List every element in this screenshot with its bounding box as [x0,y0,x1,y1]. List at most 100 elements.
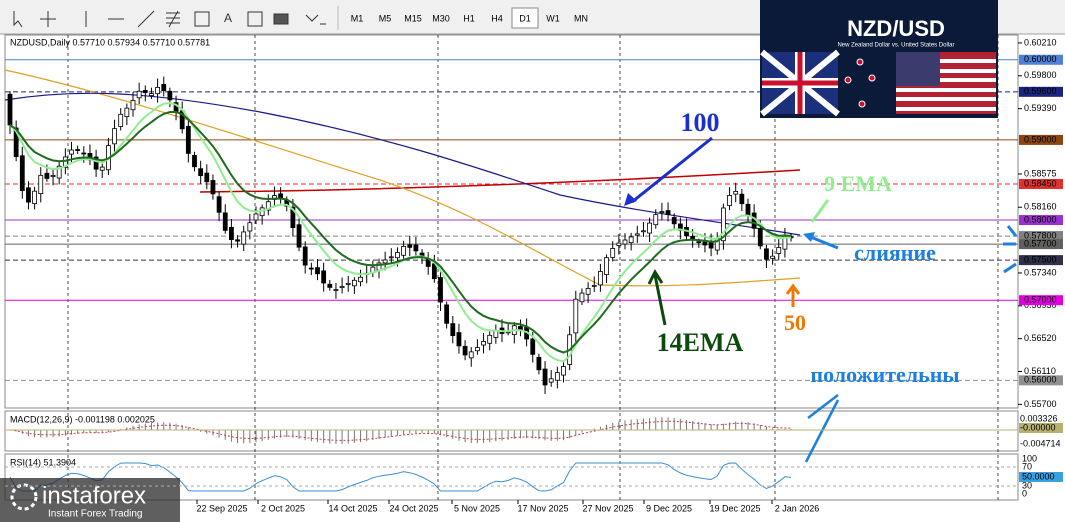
period-label[interactable]: M1 [351,13,364,23]
candle-body [622,239,628,245]
level-tag [1019,178,1063,189]
y-tick-label: 0.55700 [1024,399,1057,409]
candle-body [401,245,407,256]
shape-icon[interactable] [194,11,210,27]
candle-body [56,165,62,179]
period-label[interactable]: H4 [491,13,503,23]
rsi-axis-label: 70 [1022,461,1032,471]
period-button[interactable] [484,8,510,28]
candle-body [456,332,462,347]
candle-body [431,263,437,280]
ma-50 [4,69,801,287]
candle-body [395,252,400,259]
candle-body [757,228,763,247]
text-icon[interactable]: A [224,11,232,25]
period-label[interactable]: M5 [379,13,392,23]
drawing-tools[interactable]: A [13,10,326,28]
level-tag [1019,295,1063,306]
candle-body [19,155,25,191]
candle-body [192,155,197,168]
annotation: 50 [784,310,806,335]
period-button[interactable] [428,8,454,28]
candle-body [69,149,74,155]
y-tick-label: 0.56110 [1024,366,1056,376]
candle-body [204,172,210,183]
candle-body [62,156,68,168]
candle-body [659,211,665,213]
period-label[interactable]: M15 [404,13,422,23]
us-stripes [896,59,996,111]
candle-body [616,242,622,246]
cursor-icon[interactable] [13,11,23,28]
period-button[interactable] [344,8,370,28]
candle-body [665,210,671,215]
level-label: 0.58450 [1024,178,1057,188]
y-tick-label: 0.57340 [1024,267,1057,277]
candle-body [32,190,37,204]
rsi-axis-label: 50.0000 [1022,471,1055,481]
candle-body [530,338,536,355]
banner-subtitle: New Zealand Dollar vs. United States Dol… [837,43,954,49]
period-label[interactable]: H1 [463,13,475,23]
level-label: 0.57500 [1024,255,1057,265]
arrows-icon[interactable] [305,14,326,25]
candle-body [407,244,413,248]
candle-body [776,247,782,254]
period-button[interactable] [456,8,482,28]
candle-body [591,284,597,287]
x-tick-label: 2 Jan 2026 [775,503,820,513]
candle-body [487,334,493,344]
candle-body [302,246,308,266]
candle-body [721,207,726,242]
candle-body [351,279,357,287]
candle-body [130,100,136,111]
candle-body [579,292,585,303]
trendline-icon[interactable] [137,10,155,28]
y-tick-label: 0.59390 [1024,103,1057,113]
arrow [631,136,713,204]
level-tag [1019,215,1063,226]
period-button[interactable] [540,8,566,28]
candle-body [745,203,751,217]
rsi-header: RSI(14) 51.3904 [10,457,76,467]
crosshair-icon[interactable] [40,11,56,27]
candle-body [81,152,87,155]
period-button[interactable] [568,8,594,28]
us-canton [896,52,940,86]
candle-body [604,257,609,275]
value-tag [1019,472,1063,482]
nz-cross [762,52,838,114]
period-button[interactable] [372,8,398,28]
channel-icon[interactable] [166,10,180,28]
candle-body [450,323,456,337]
candle-body [308,267,314,270]
ma-100 [4,92,801,236]
x-tick-label: 5 Nov 2025 [454,503,500,513]
annotation: 9 EMA [824,171,892,196]
logo: instaforex Instant Forex Trading [0,478,180,522]
period-button[interactable] [400,8,426,28]
level-tag [1019,375,1063,386]
candle-body [481,341,486,346]
candle-body [462,345,468,356]
y-tick-label: 0.59800 [1024,70,1057,80]
candle-body [99,166,105,171]
candle-body [7,93,13,126]
candle-body [167,90,173,101]
value-tag [1019,423,1063,433]
label-icon[interactable] [247,11,263,27]
level-tag [1019,239,1063,250]
y-tick-label: 0.60210 [1024,37,1057,47]
rect-icon[interactable] [273,13,289,25]
level-tag [1019,54,1063,65]
candle-body [548,378,554,383]
period-button[interactable] [511,7,539,29]
period-label[interactable]: D1 [519,13,531,23]
x-tick-label: 9 Dec 2025 [646,503,692,513]
candle-body [536,356,542,371]
candle-body [598,271,603,286]
period-label[interactable]: M30 [432,13,450,23]
period-label[interactable]: W1 [546,13,560,23]
candle-body [228,226,234,240]
period-label[interactable]: MN [574,13,588,23]
